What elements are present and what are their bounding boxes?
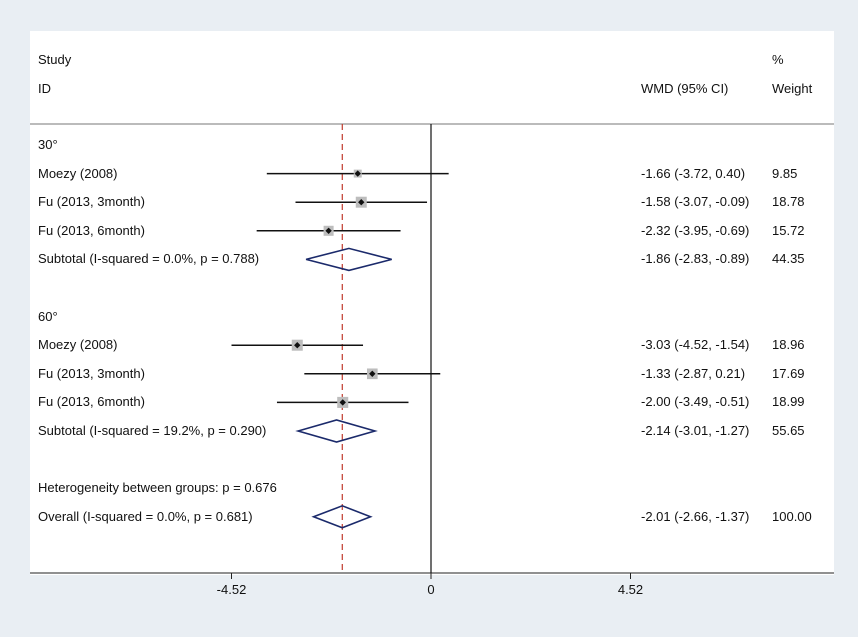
x-tick-label: -4.52 (216, 582, 247, 597)
row-weight-text: 17.69 (772, 365, 805, 381)
row-label-overall: Overall (I-squared = 0.0%, p = 0.681) (38, 508, 253, 524)
row-ci-text: -1.33 (-2.87, 0.21) (641, 365, 746, 381)
row-ci-text: -2.00 (-3.49, -0.51) (641, 394, 750, 410)
row-ci-text: -1.66 (-3.72, 0.40) (641, 165, 746, 181)
row-label-study: Moezy (2008) (38, 165, 118, 181)
overall-diamond (311, 504, 373, 529)
row-weight-text: 9.85 (772, 165, 798, 181)
x-tick-label: 4.52 (617, 582, 644, 597)
point-estimate-marker (358, 199, 365, 206)
row-weight-text: 55.65 (772, 423, 805, 438)
row-weight-text: 15.72 (772, 222, 805, 238)
row-ci-text: -2.14 (-3.01, -1.27) (641, 423, 750, 438)
row-ci-text: -2.32 (-3.95, -0.69) (641, 222, 750, 238)
row-weight-text: 18.96 (772, 337, 805, 353)
row-label-study: Moezy (2008) (38, 337, 118, 353)
row-weight-text: 18.78 (772, 194, 805, 210)
row-label-study: Fu (2013, 6month) (38, 222, 145, 238)
row-label-study: Fu (2013, 3month) (38, 194, 145, 210)
row-label-note: Heterogeneity between groups: p = 0.676 (38, 480, 277, 496)
row-label-group: 60° (38, 308, 58, 324)
subtotal-diamond (305, 247, 392, 272)
x-tick-label: 0 (427, 582, 435, 597)
header-wmd: WMD (95% CI) (641, 81, 729, 96)
row-label-subtotal: Subtotal (I-squared = 19.2%, p = 0.290) (38, 423, 267, 438)
row-weight-text: 100.00 (772, 508, 812, 524)
row-ci-text: -2.01 (-2.66, -1.37) (641, 508, 750, 524)
point-estimate-marker (354, 170, 361, 177)
row-ci-text: -3.03 (-4.52, -1.54) (641, 337, 750, 353)
row-ci-text: -1.86 (-2.83, -0.89) (641, 251, 750, 267)
row-weight-text: 18.99 (772, 394, 805, 410)
row-weight-text: 44.35 (772, 251, 805, 267)
point-estimate-marker (294, 342, 301, 349)
header-weight: Weight (772, 81, 813, 96)
row-ci-text: -1.58 (-3.07, -0.09) (641, 194, 750, 210)
header-id: ID (38, 81, 51, 96)
row-label-group: 30° (38, 137, 58, 152)
row-label-study: Fu (2013, 3month) (38, 365, 145, 381)
point-estimate-marker (325, 227, 332, 234)
point-estimate-marker (339, 399, 346, 406)
header-study: Study (38, 52, 72, 67)
row-label-subtotal: Subtotal (I-squared = 0.0%, p = 0.788) (38, 251, 260, 267)
row-label-study: Fu (2013, 6month) (38, 394, 145, 410)
plot-panel (30, 31, 834, 575)
header-percent: % (772, 52, 784, 67)
subtotal-diamond (295, 419, 378, 443)
point-estimate-marker (369, 370, 376, 377)
